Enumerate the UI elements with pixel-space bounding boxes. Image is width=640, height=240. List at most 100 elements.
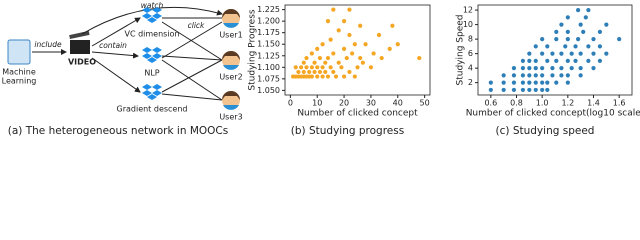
point [328,37,333,42]
y-tick-label: 1.100 [257,63,280,72]
point [604,51,609,56]
concept-label: Gradient descend [117,105,188,114]
user-label: User3 [219,113,242,122]
point [578,73,583,78]
point [296,69,301,75]
point [293,65,298,70]
x-tick-label: 1.4 [587,99,600,108]
point [331,51,336,56]
point [315,46,320,51]
point [371,51,376,56]
point [545,87,550,93]
point [586,58,591,63]
course-label: Machine [2,68,36,77]
point [578,51,583,56]
point [347,7,352,12]
y-axis-label: Studying Progress [248,9,258,90]
point [586,44,591,49]
point [307,69,312,75]
point [565,37,570,42]
point [527,51,532,56]
point [309,51,314,56]
user-icon [222,9,240,28]
edge-label: include [34,40,62,49]
point [554,29,559,34]
edge [91,51,139,59]
user-label: User1 [219,31,242,40]
point [533,73,538,78]
y-tick-label: 1.050 [257,86,280,95]
x-tick-label: 20 [339,99,349,108]
point [339,65,344,70]
edge [91,57,141,93]
point [315,65,320,70]
point [309,65,314,70]
point [347,69,352,75]
plot-frame [284,4,431,96]
point [363,42,368,47]
point [501,73,506,78]
x-tick-label: 1.6 [613,99,626,108]
point [320,42,325,47]
x-tick-label: 1.0 [536,99,549,108]
point [312,69,317,75]
point [586,7,591,13]
point [350,51,355,56]
point [301,60,306,65]
figure: Machine Learning include VIDEO contain w… [2,1,640,137]
point [597,44,603,49]
point [573,44,578,49]
edge [161,17,223,101]
point [559,22,564,27]
point [527,73,532,78]
x-tick-label: 10 [312,99,322,108]
x-tick-label: 1.2 [561,99,574,108]
y-tick-label: 1.125 [257,51,280,60]
edge-label: contain [99,41,127,50]
point [533,80,538,85]
concept-icon [142,47,162,63]
point [320,65,325,70]
point [323,60,328,65]
point [520,58,526,63]
point [358,55,363,61]
y-tick-label: 8 [468,35,473,44]
edge-label: click [188,21,205,30]
point [341,19,347,24]
edge [91,17,141,47]
point [355,65,360,70]
point [501,87,506,93]
y-tick-label: 2 [468,78,473,87]
point [520,80,526,85]
point [578,66,583,71]
user-icon [222,91,240,110]
y-tick-label: 1.075 [257,74,280,83]
point [565,58,570,63]
y-tick-label: 1.175 [257,28,280,37]
y-tick-label: 1.225 [257,5,280,14]
point [390,23,395,28]
x-tick-label: 0.6 [484,99,497,108]
edge [81,6,223,35]
y-axis-label: Studying Speed [456,15,466,86]
point [545,80,550,85]
point [540,66,545,71]
point [581,29,586,34]
point [501,80,506,85]
point [540,87,545,93]
point [333,74,339,79]
y-tick-label: 1.150 [257,40,280,49]
point [550,66,555,71]
point [554,37,559,42]
point [488,87,493,93]
caption: (a) The heterogeneous network in MOOCs [8,125,228,137]
point [527,66,532,71]
point [591,37,596,42]
point [299,65,304,70]
point [533,58,538,63]
point [559,51,564,56]
point [347,32,352,38]
point [604,22,609,27]
point [312,60,317,65]
concept-label: VC dimension [124,30,179,39]
